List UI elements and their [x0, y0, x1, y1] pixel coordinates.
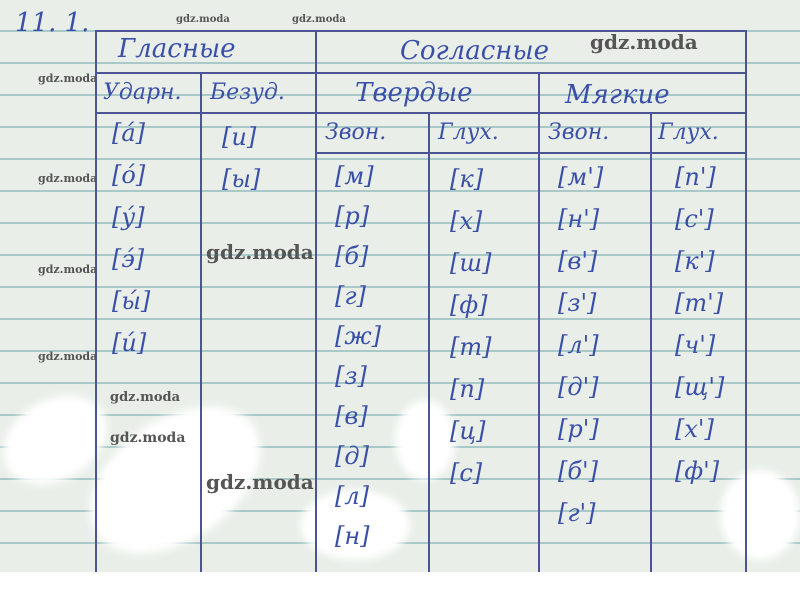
table-left-border: [95, 30, 97, 572]
sound: [п]: [450, 375, 485, 403]
sound: [щ']: [675, 373, 725, 401]
sound: [в]: [335, 402, 368, 430]
sound: [с']: [675, 205, 714, 233]
sound: [ф]: [450, 291, 488, 319]
sound: [х']: [675, 415, 714, 443]
soft-voiced-divider: [650, 112, 652, 572]
sound: [н]: [335, 522, 370, 550]
bottom-margin: [0, 572, 800, 606]
sound: [д']: [558, 373, 599, 401]
header-hard-voiced: Звон.: [325, 120, 387, 145]
watermark: gdz.moda: [590, 30, 698, 54]
sound: [ш]: [450, 249, 492, 277]
sound: [н']: [558, 205, 600, 233]
sound: [ц]: [450, 417, 486, 445]
header-soft: Мягкие: [565, 80, 670, 110]
sound: [а́]: [112, 119, 146, 147]
sound: [ы́]: [112, 287, 151, 315]
column-stressed: [а́] [о́] [у́] [э́] [ы́] [и́]: [112, 112, 150, 364]
sound: [э́]: [112, 245, 145, 273]
sound: [п']: [675, 163, 716, 191]
sound: [т]: [450, 333, 492, 361]
hard-voiced-divider: [428, 112, 430, 572]
header-soft-voiced: Звон.: [548, 120, 610, 145]
sound: [ы]: [222, 165, 261, 193]
table-right-border: [745, 30, 747, 572]
smudge: [720, 470, 800, 560]
header-hard: Твердые: [355, 78, 473, 108]
watermark: gdz.moda: [206, 240, 314, 264]
header-consonants: Согласные: [400, 36, 549, 66]
sound: [у́]: [112, 203, 145, 231]
sound: [г']: [558, 499, 596, 527]
header-divider: [95, 72, 745, 74]
sound: [м]: [335, 162, 374, 190]
watermark: gdz.moda: [292, 14, 346, 25]
column-soft-voiced: [м'] [н'] [в'] [з'] [л'] [д'] [р'] [б'] …: [558, 156, 603, 534]
sound: [р]: [335, 202, 370, 230]
sound: [и́]: [112, 329, 147, 357]
sound: [т']: [675, 289, 724, 317]
header-vowels: Гласные: [118, 34, 236, 64]
watermark: gdz.moda: [110, 430, 186, 446]
header-stressed: Ударн.: [103, 80, 182, 105]
column-hard-voiced: [м] [р] [б] [г] [ж] [з] [в] [д] [л] [н]: [335, 156, 381, 556]
vowel-col-divider: [200, 72, 202, 572]
table-top-border: [95, 30, 745, 32]
sound: [в']: [558, 247, 598, 275]
sound: [д]: [335, 442, 369, 470]
sound: [ж]: [335, 322, 382, 350]
sound: [г]: [335, 282, 366, 310]
column-unstressed: [и] [ы]: [222, 116, 260, 200]
column-hard-voiceless: [к] [х] [ш] [ф] [т] [п] [ц] [с]: [450, 158, 491, 494]
sound: [о́]: [112, 161, 146, 189]
sound: [з']: [558, 289, 597, 317]
smudge: [300, 490, 410, 560]
watermark: gdz.moda: [38, 263, 98, 276]
header-hard-voiceless: Глух.: [438, 120, 499, 145]
exercise-number: 11. 1.: [15, 8, 90, 38]
vowels-consonants-divider: [315, 30, 317, 572]
sound: [ф']: [675, 457, 720, 485]
sound: [ч']: [675, 331, 716, 359]
sound: [к]: [450, 165, 484, 193]
watermark: gdz.moda: [38, 350, 98, 363]
watermark: gdz.moda: [110, 390, 181, 405]
sound: [и]: [222, 123, 257, 151]
sound: [с]: [450, 459, 483, 487]
sound: [б']: [558, 457, 598, 485]
header-unstressed: Безуд.: [210, 80, 285, 105]
watermark: gdz.moda: [176, 14, 230, 25]
smudge: [395, 400, 455, 480]
sound: [л]: [335, 482, 370, 510]
hard-soft-divider: [538, 72, 540, 572]
sound: [р']: [558, 415, 599, 443]
subheader-divider: [95, 112, 745, 114]
watermark: gdz.moda: [38, 72, 98, 85]
watermark: gdz.moda: [38, 172, 98, 185]
sound: [б]: [335, 242, 369, 270]
sound: [з]: [335, 362, 367, 390]
subsubheader-divider: [315, 152, 745, 154]
sound: [к']: [675, 247, 715, 275]
watermark: gdz.moda: [206, 470, 314, 494]
sound: [л']: [558, 331, 599, 359]
header-soft-voiceless: Глух.: [658, 120, 719, 145]
sound: [х]: [450, 207, 483, 235]
column-soft-voiceless: [п'] [с'] [к'] [т'] [ч'] [щ'] [х'] [ф']: [675, 156, 724, 492]
sound: [м']: [558, 163, 604, 191]
